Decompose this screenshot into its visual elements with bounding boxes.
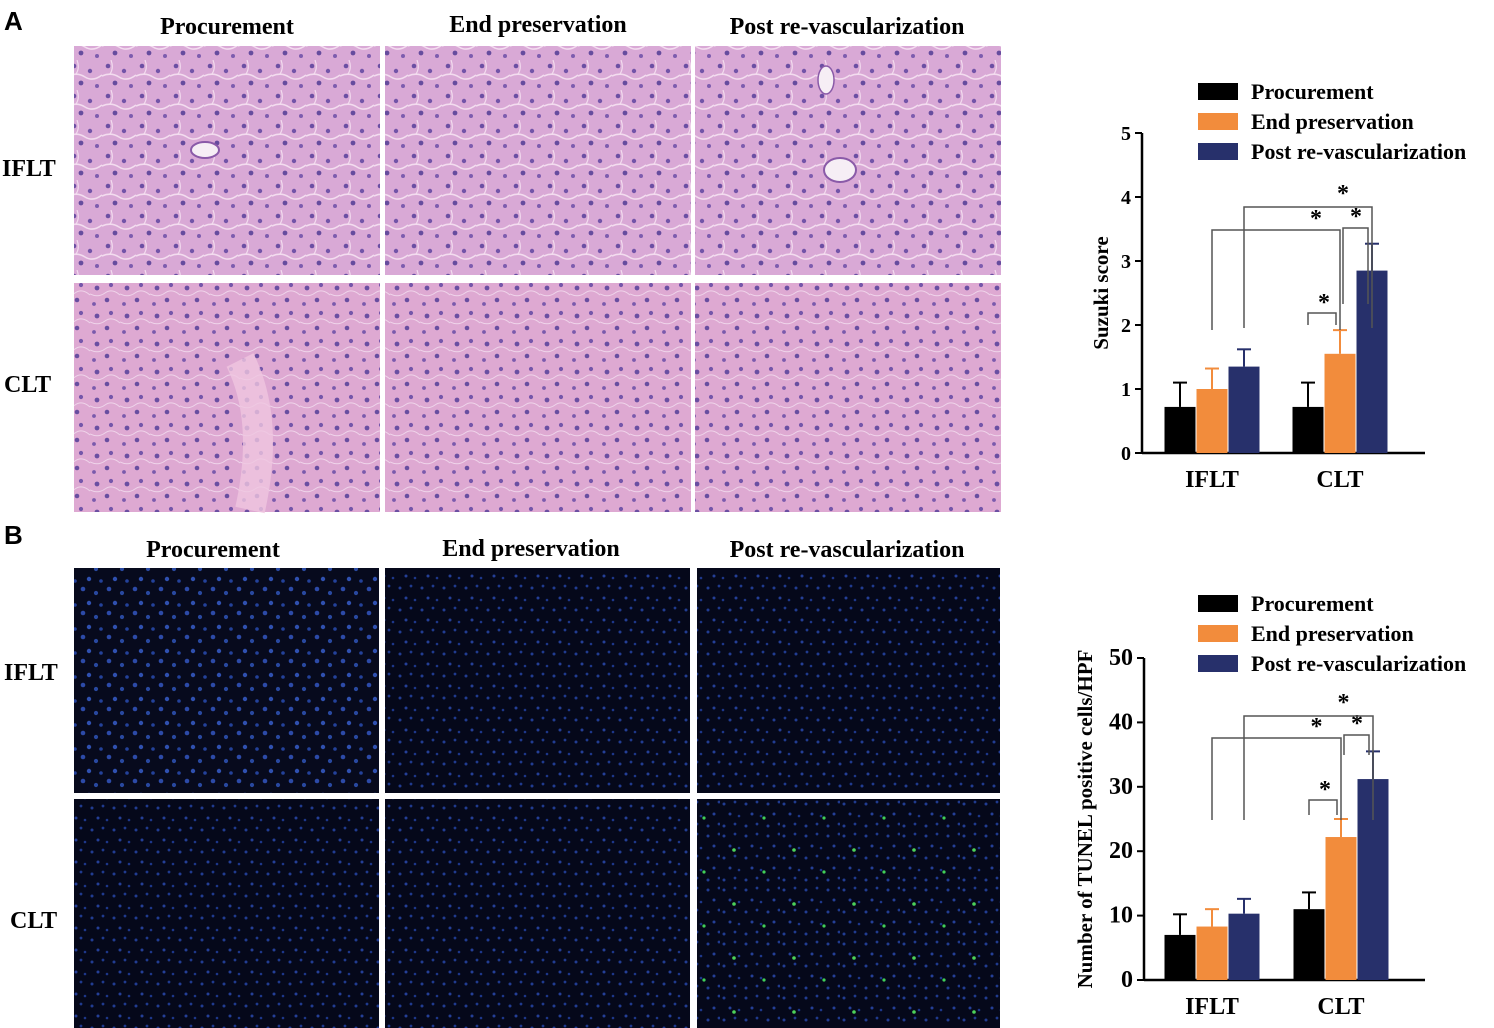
- significance-bracket: [1211, 737, 1342, 820]
- significance-bracket: [1343, 734, 1370, 755]
- x-tick-label: CLT: [1316, 467, 1363, 493]
- significance-star: *: [1351, 711, 1363, 737]
- bar: [1164, 934, 1196, 980]
- legend-label: Procurement: [1251, 79, 1374, 104]
- y-tick-label: 3: [1121, 251, 1131, 273]
- significance-star: *: [1350, 204, 1362, 230]
- legend-label: Post re-vascularization: [1251, 139, 1466, 164]
- row-label-iflt-a: IFLT: [2, 156, 56, 182]
- significance-star: *: [1319, 777, 1331, 803]
- column-title-end-preservation-a: End preservation: [449, 12, 627, 38]
- significance-bracket: [1307, 312, 1337, 325]
- tunel-image-clt-procurement: [74, 799, 379, 1028]
- he-image-clt-post-revascularization: [695, 283, 1001, 512]
- significance-bracket: [1308, 799, 1338, 815]
- vessel-lumen: [817, 65, 835, 95]
- bar: [1292, 406, 1324, 453]
- x-tick-label: IFLT: [1185, 467, 1239, 493]
- y-tick-label: 30: [1109, 774, 1133, 800]
- he-image-iflt-procurement: [74, 46, 380, 275]
- column-title-procurement-a: Procurement: [160, 14, 294, 40]
- bar: [1228, 913, 1260, 980]
- x-tick-label: IFLT: [1185, 994, 1239, 1020]
- legend-swatch: [1198, 143, 1238, 160]
- y-tick-label: 5: [1121, 123, 1131, 145]
- bar: [1196, 389, 1228, 453]
- legend-swatch: [1198, 655, 1238, 672]
- significance-bracket: [1342, 227, 1369, 304]
- column-title-procurement-b: Procurement: [146, 537, 280, 563]
- y-axis-title: Number of TUNEL positive cells/HPF: [1073, 650, 1097, 989]
- y-tick-label: 4: [1121, 187, 1131, 209]
- tunel-count-chart: Procurement End preservation Post re-vascu…: [1073, 591, 1466, 1020]
- bar: [1293, 909, 1325, 980]
- y-tick-label: 40: [1109, 709, 1133, 735]
- y-tick-label: 20: [1109, 838, 1133, 864]
- stroma-band: [226, 353, 273, 514]
- significance-bracket: [1211, 229, 1341, 330]
- tunel-image-iflt-end-preservation: [385, 568, 690, 793]
- tunel-image-iflt-post-revascularization: [697, 568, 1000, 793]
- tunel-micrograph-grid: [74, 568, 1000, 1028]
- panel-letter-b: B: [4, 520, 23, 550]
- panel-letter-a: A: [4, 6, 23, 36]
- significance-bracket: [1243, 715, 1374, 820]
- y-tick-label: 1: [1121, 379, 1131, 401]
- y-tick-label: 0: [1121, 967, 1133, 993]
- y-axis-title: Suzuki score: [1089, 236, 1113, 349]
- bar: [1324, 353, 1356, 453]
- row-label-clt-b: CLT: [10, 908, 58, 934]
- bar: [1325, 837, 1357, 980]
- he-image-clt-procurement: [74, 283, 380, 512]
- bar: [1196, 926, 1228, 980]
- legend-swatch: [1198, 595, 1238, 612]
- legend-label: End preservation: [1251, 109, 1414, 134]
- significance-star: *: [1311, 714, 1323, 740]
- legend-swatch: [1198, 83, 1238, 100]
- significance-star: *: [1310, 206, 1322, 232]
- row-label-iflt-b: IFLT: [4, 660, 58, 686]
- tunel-image-clt-post-revascularization: [697, 799, 1000, 1028]
- significance-bracket: [1243, 206, 1373, 328]
- y-tick-label: 0: [1121, 443, 1131, 465]
- significance-star: *: [1338, 690, 1350, 716]
- legend-label: Procurement: [1251, 591, 1374, 616]
- x-tick-label: CLT: [1317, 994, 1364, 1020]
- he-micrograph-grid: [74, 46, 1001, 514]
- y-tick-label: 10: [1109, 903, 1133, 929]
- bar: [1164, 406, 1196, 453]
- he-image-iflt-end-preservation: [385, 46, 691, 275]
- vessel-lumen: [190, 141, 220, 159]
- column-title-post-revascularization-b: Post re-vascularization: [729, 537, 965, 563]
- bar: [1228, 366, 1260, 453]
- row-label-clt-a: CLT: [4, 372, 52, 398]
- legend-swatch: [1198, 113, 1238, 130]
- tunel-image-clt-end-preservation: [385, 799, 690, 1028]
- he-image-clt-end-preservation: [385, 283, 691, 512]
- legend-label: Post re-vascularization: [1251, 651, 1466, 676]
- y-tick-label: 50: [1109, 645, 1133, 671]
- vessel-lumen: [823, 157, 857, 183]
- tunel-image-iflt-procurement: [74, 568, 379, 793]
- legend-swatch: [1198, 625, 1238, 642]
- legend-label: End preservation: [1251, 621, 1414, 646]
- y-tick-label: 2: [1121, 315, 1131, 337]
- significance-star: *: [1337, 181, 1349, 207]
- column-title-post-revascularization-a: Post re-vascularization: [729, 14, 965, 40]
- significance-star: *: [1318, 290, 1330, 316]
- column-title-end-preservation-b: End preservation: [442, 536, 620, 562]
- suzuki-score-chart: Procurement End preservation Post re-vascu…: [1089, 79, 1466, 493]
